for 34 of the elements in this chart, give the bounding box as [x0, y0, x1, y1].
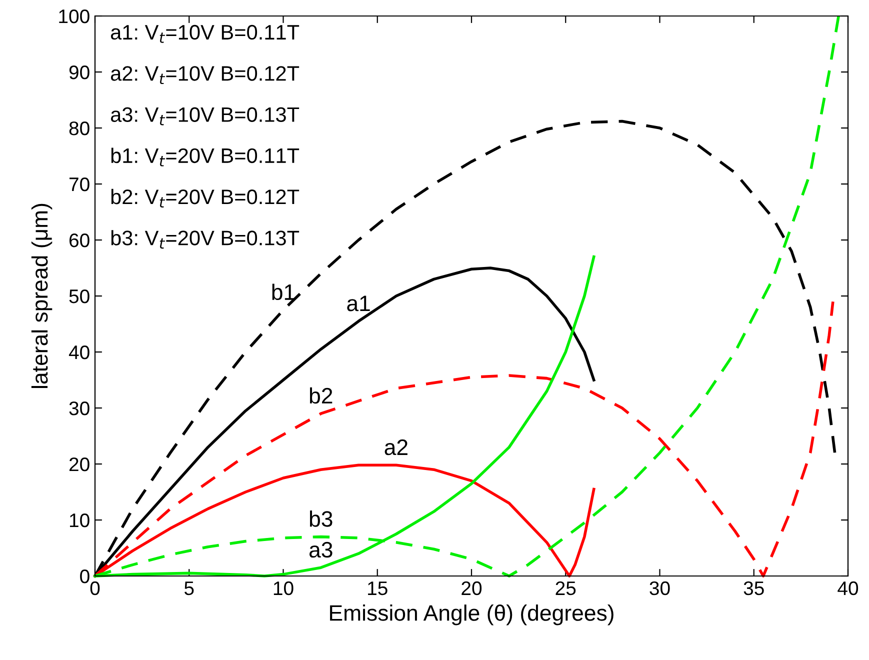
x-tick-label: 15 — [368, 582, 388, 596]
annotation: a3 — [309, 542, 332, 558]
y-tick-label: 60 — [70, 233, 90, 248]
y-tick-label: 30 — [69, 401, 90, 416]
y-tick-label: 100 — [59, 9, 90, 24]
x-tick-label: 5 — [184, 582, 194, 596]
x-tick-label: 0 — [90, 581, 100, 596]
annotation: a1 — [347, 296, 370, 312]
x-tick-label: 20 — [462, 581, 482, 596]
y-tick-label: 10 — [70, 513, 90, 528]
annotation: b3 — [310, 510, 332, 527]
annotation: a3: V$_{t}$=10V B=0.13T — [110, 107, 300, 126]
y-tick-label: 20 — [69, 457, 90, 472]
y-axis-title: lateral spread (μm) — [31, 204, 52, 388]
annotation: a2 — [384, 439, 408, 456]
annotation: b2 — [310, 387, 332, 404]
annotation: b1: V$_{t}$=20V B=0.11T — [111, 148, 300, 166]
annotation: b3: V$_{t}$=20V B=0.13T — [111, 230, 300, 249]
y-tick-label: 0 — [80, 569, 90, 584]
annotation: a1: V$_{t}$=10V B=0.11T — [110, 24, 300, 43]
y-tick-label: 40 — [68, 345, 90, 360]
y-tick-label: 80 — [69, 121, 90, 136]
annotation: b1 — [272, 284, 295, 300]
y-tick-label: 70 — [70, 177, 90, 192]
x-tick-label: 40 — [838, 581, 858, 596]
x-tick-label: 10 — [274, 581, 294, 596]
x-tick-label: 30 — [650, 581, 670, 596]
x-tick-label: 25 — [556, 581, 576, 596]
x-tick-label: 35 — [744, 581, 764, 596]
y-tick-label: 90 — [69, 65, 90, 80]
x-axis-title: Emission Angle (θ) (degrees) — [330, 604, 614, 626]
annotation: b2: V$_{t}$=20V B=0.12T — [111, 188, 300, 208]
y-tick-label: 50 — [69, 289, 90, 304]
annotation: a2: V$_{t}$=10V B=0.12T — [110, 66, 300, 84]
